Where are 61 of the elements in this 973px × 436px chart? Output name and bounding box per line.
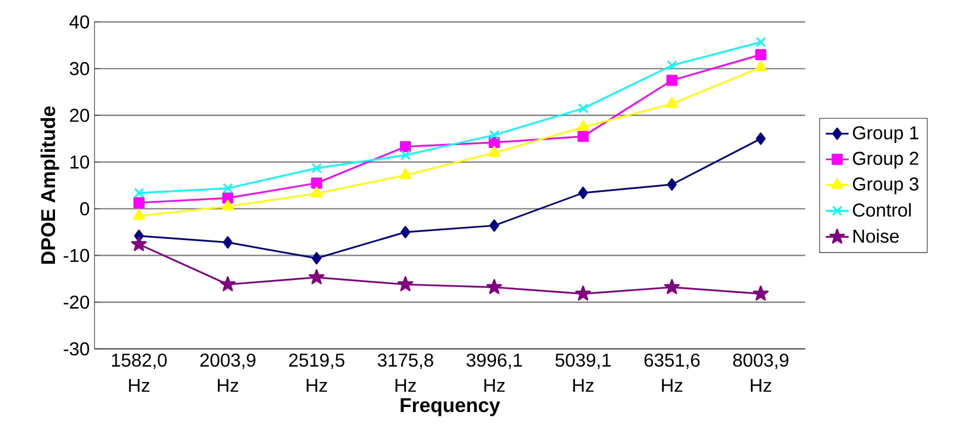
point [666,96,678,108]
x-tick-label: 8003,9 Hz [733,354,788,392]
point [577,120,590,131]
point [664,279,680,294]
point [134,188,144,198]
point [666,60,677,71]
point [398,276,414,292]
y-tick-label: 10 [70,156,90,169]
point [220,276,236,292]
point [488,146,500,157]
x-tick-label: 5039,1 Hz [555,354,611,392]
point [666,74,678,86]
point [222,200,234,210]
point [755,49,766,60]
point [578,103,588,114]
point [752,286,769,301]
point [667,178,677,191]
point [400,150,411,160]
x-tick-label: 1582,0 Hz [112,354,167,392]
point [399,168,412,180]
point [754,60,767,72]
point [131,236,147,252]
y-tick-label: 30 [70,62,90,76]
point [488,136,500,148]
point [312,252,322,265]
x-tick-label: 3175,8 Hz [378,354,434,392]
point [756,36,766,48]
x-tick-label: 2519,5 Hz [289,354,344,392]
point [575,286,591,301]
point [489,130,500,140]
y-axis-title: DPOE Amplitude [40,106,60,264]
y-tick-label: -30 [64,342,90,356]
point [132,208,145,220]
point [308,269,324,284]
point [311,163,322,174]
x-tick-label: 3996,1 Hz [466,354,522,392]
point [222,183,233,194]
point [489,219,500,232]
point [578,130,589,142]
legend-label: Group 3 [852,177,918,194]
point [756,132,766,145]
point [400,226,410,238]
point [311,178,322,189]
y-tick-label: 40 [70,15,90,29]
point [133,197,144,208]
y-tick-label: 0 [80,202,90,216]
legend-label: Group 1 [852,126,918,144]
x-tick-label: 6351,6 Hz [644,354,700,392]
y-tick-label: -20 [64,296,90,309]
x-axis-title: Frequency [400,398,500,416]
point [310,186,323,198]
y-tick-label: -10 [64,248,90,262]
legend-label: Group 2 [852,152,918,169]
point [578,186,588,200]
point [400,141,411,152]
y-tick-label: 20 [70,108,90,122]
point [486,279,502,294]
legend-label: Control [852,203,911,217]
point [222,236,233,249]
x-tick-label: 2003,9 Hz [200,354,256,392]
legend-label: Noise [854,229,899,243]
